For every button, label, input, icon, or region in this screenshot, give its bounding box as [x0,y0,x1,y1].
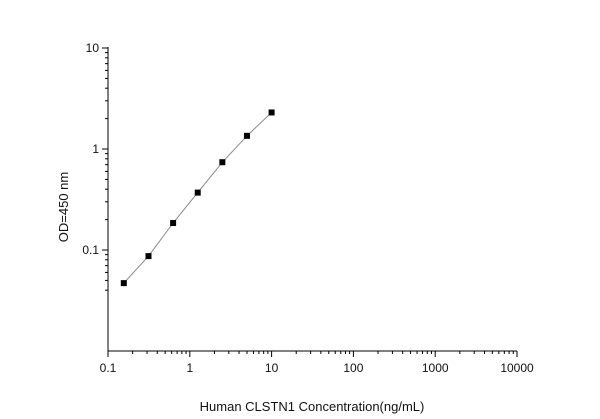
x-tick-label: 1 [186,361,193,375]
data-point [268,109,275,116]
x-tick-label: 100 [343,361,363,375]
data-point [120,280,127,287]
y-axis: 0.1 1 10 [82,41,109,351]
data-point [219,159,226,166]
y-tick-label: 0.1 [82,243,99,257]
data-point [194,189,201,196]
x-tick-label: 0.1 [100,361,117,375]
data-point [243,132,250,139]
data-point [170,220,177,227]
series-layer [120,109,275,287]
y-axis-title: OD=450 nm [56,172,71,242]
data-point [145,253,152,260]
y-tick-label: 1 [92,142,99,156]
x-axis: 0.1 1 10 100 1000 10000 [100,350,534,375]
x-tick-label: 1000 [422,361,449,375]
x-tick-label: 10 [265,361,279,375]
x-axis-title: Human CLSTN1 Concentration(ng/mL) [200,399,425,414]
y-tick-label: 10 [86,41,100,55]
x-tick-label: 10000 [500,361,534,375]
